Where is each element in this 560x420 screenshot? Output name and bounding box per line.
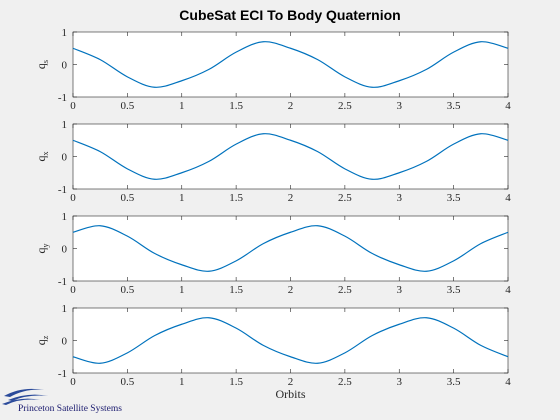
x-tick-label: 3	[397, 284, 403, 296]
x-tick-label: 0	[70, 284, 76, 296]
x-tick-label: 0	[70, 100, 76, 112]
y-axis-label-main: q	[34, 63, 48, 69]
x-tick-label: 2	[288, 192, 294, 204]
x-tick-label: 4	[505, 192, 511, 204]
x-tick-label: 2.5	[338, 376, 352, 388]
series-line-1	[72, 225, 509, 272]
x-tick-label: 1	[179, 376, 185, 388]
x-tick-label: 3.5	[447, 284, 461, 296]
x-tick-label: 1	[179, 100, 185, 112]
x-tick-label: 1	[179, 284, 185, 296]
x-tick-label: 4	[505, 284, 511, 296]
axes-box	[72, 215, 509, 282]
y-axis-label-subscript: y	[41, 244, 50, 248]
y-tick-label: 1	[62, 27, 68, 39]
y-tick-label: -1	[58, 184, 67, 196]
series-line-1	[72, 41, 509, 88]
x-tick-label: 4	[505, 376, 511, 388]
x-tick-label: 1	[179, 192, 185, 204]
x-tick-label: 2	[288, 100, 294, 112]
y-axis-label: qz	[34, 335, 50, 345]
y-tick-label: 1	[62, 211, 68, 223]
y-tick-label: 1	[62, 303, 68, 315]
figure-title: CubeSat ECI To Body Quaternion	[179, 7, 400, 23]
x-tick-label: 4	[505, 100, 511, 112]
y-tick-label: 1	[62, 119, 68, 131]
series-line-1	[72, 133, 509, 180]
axes-box	[72, 31, 509, 98]
x-tick-label: 0.5	[121, 192, 135, 204]
x-tick-label: 3.5	[447, 100, 461, 112]
x-axis-label: Orbits	[276, 387, 306, 401]
x-tick-label: 3.5	[447, 192, 461, 204]
x-tick-label: 1.5	[229, 192, 243, 204]
company-logo: Princeton Satellite Systems	[2, 388, 122, 414]
logo-text: Princeton Satellite Systems	[18, 404, 122, 414]
y-tick-label: 0	[62, 244, 68, 256]
y-axis-label: qx	[34, 152, 50, 162]
x-tick-label: 1.5	[229, 100, 243, 112]
logo-swoosh-icon	[2, 388, 48, 405]
x-tick-label: 0	[70, 192, 76, 204]
axes-box	[72, 123, 509, 190]
x-tick-label: 0.5	[121, 100, 135, 112]
x-tick-label: 3	[397, 192, 403, 204]
x-tick-label: 0	[70, 376, 76, 388]
x-tick-label: 2.5	[338, 284, 352, 296]
x-tick-label: 3	[397, 100, 403, 112]
x-tick-label: 0.5	[121, 284, 135, 296]
y-tick-label: 0	[62, 336, 68, 348]
y-axis-label-main: q	[34, 156, 48, 162]
y-axis-label: qs	[34, 60, 50, 69]
series-line-1	[72, 317, 509, 364]
y-tick-label: 0	[62, 152, 68, 164]
axes-box	[72, 307, 509, 374]
x-tick-label: 0.5	[121, 376, 135, 388]
y-tick-label: 0	[62, 60, 68, 72]
y-axis-label-main: q	[34, 248, 48, 254]
y-axis-label: qy	[34, 244, 50, 254]
y-tick-label: -1	[58, 92, 67, 104]
y-tick-label: -1	[58, 368, 67, 380]
x-tick-label: 3.5	[447, 376, 461, 388]
y-axis-label-subscript: x	[41, 152, 50, 156]
y-axis-label-subscript: s	[41, 60, 50, 63]
x-tick-label: 1.5	[229, 376, 243, 388]
x-tick-label: 2.5	[338, 192, 352, 204]
y-axis-label-subscript: z	[41, 335, 50, 339]
y-axis-label-main: q	[34, 339, 48, 345]
x-tick-label: 2.5	[338, 100, 352, 112]
x-tick-label: 1.5	[229, 284, 243, 296]
y-tick-label: -1	[58, 276, 67, 288]
x-tick-label: 2	[288, 376, 294, 388]
x-tick-label: 2	[288, 284, 294, 296]
x-tick-label: 3	[397, 376, 403, 388]
